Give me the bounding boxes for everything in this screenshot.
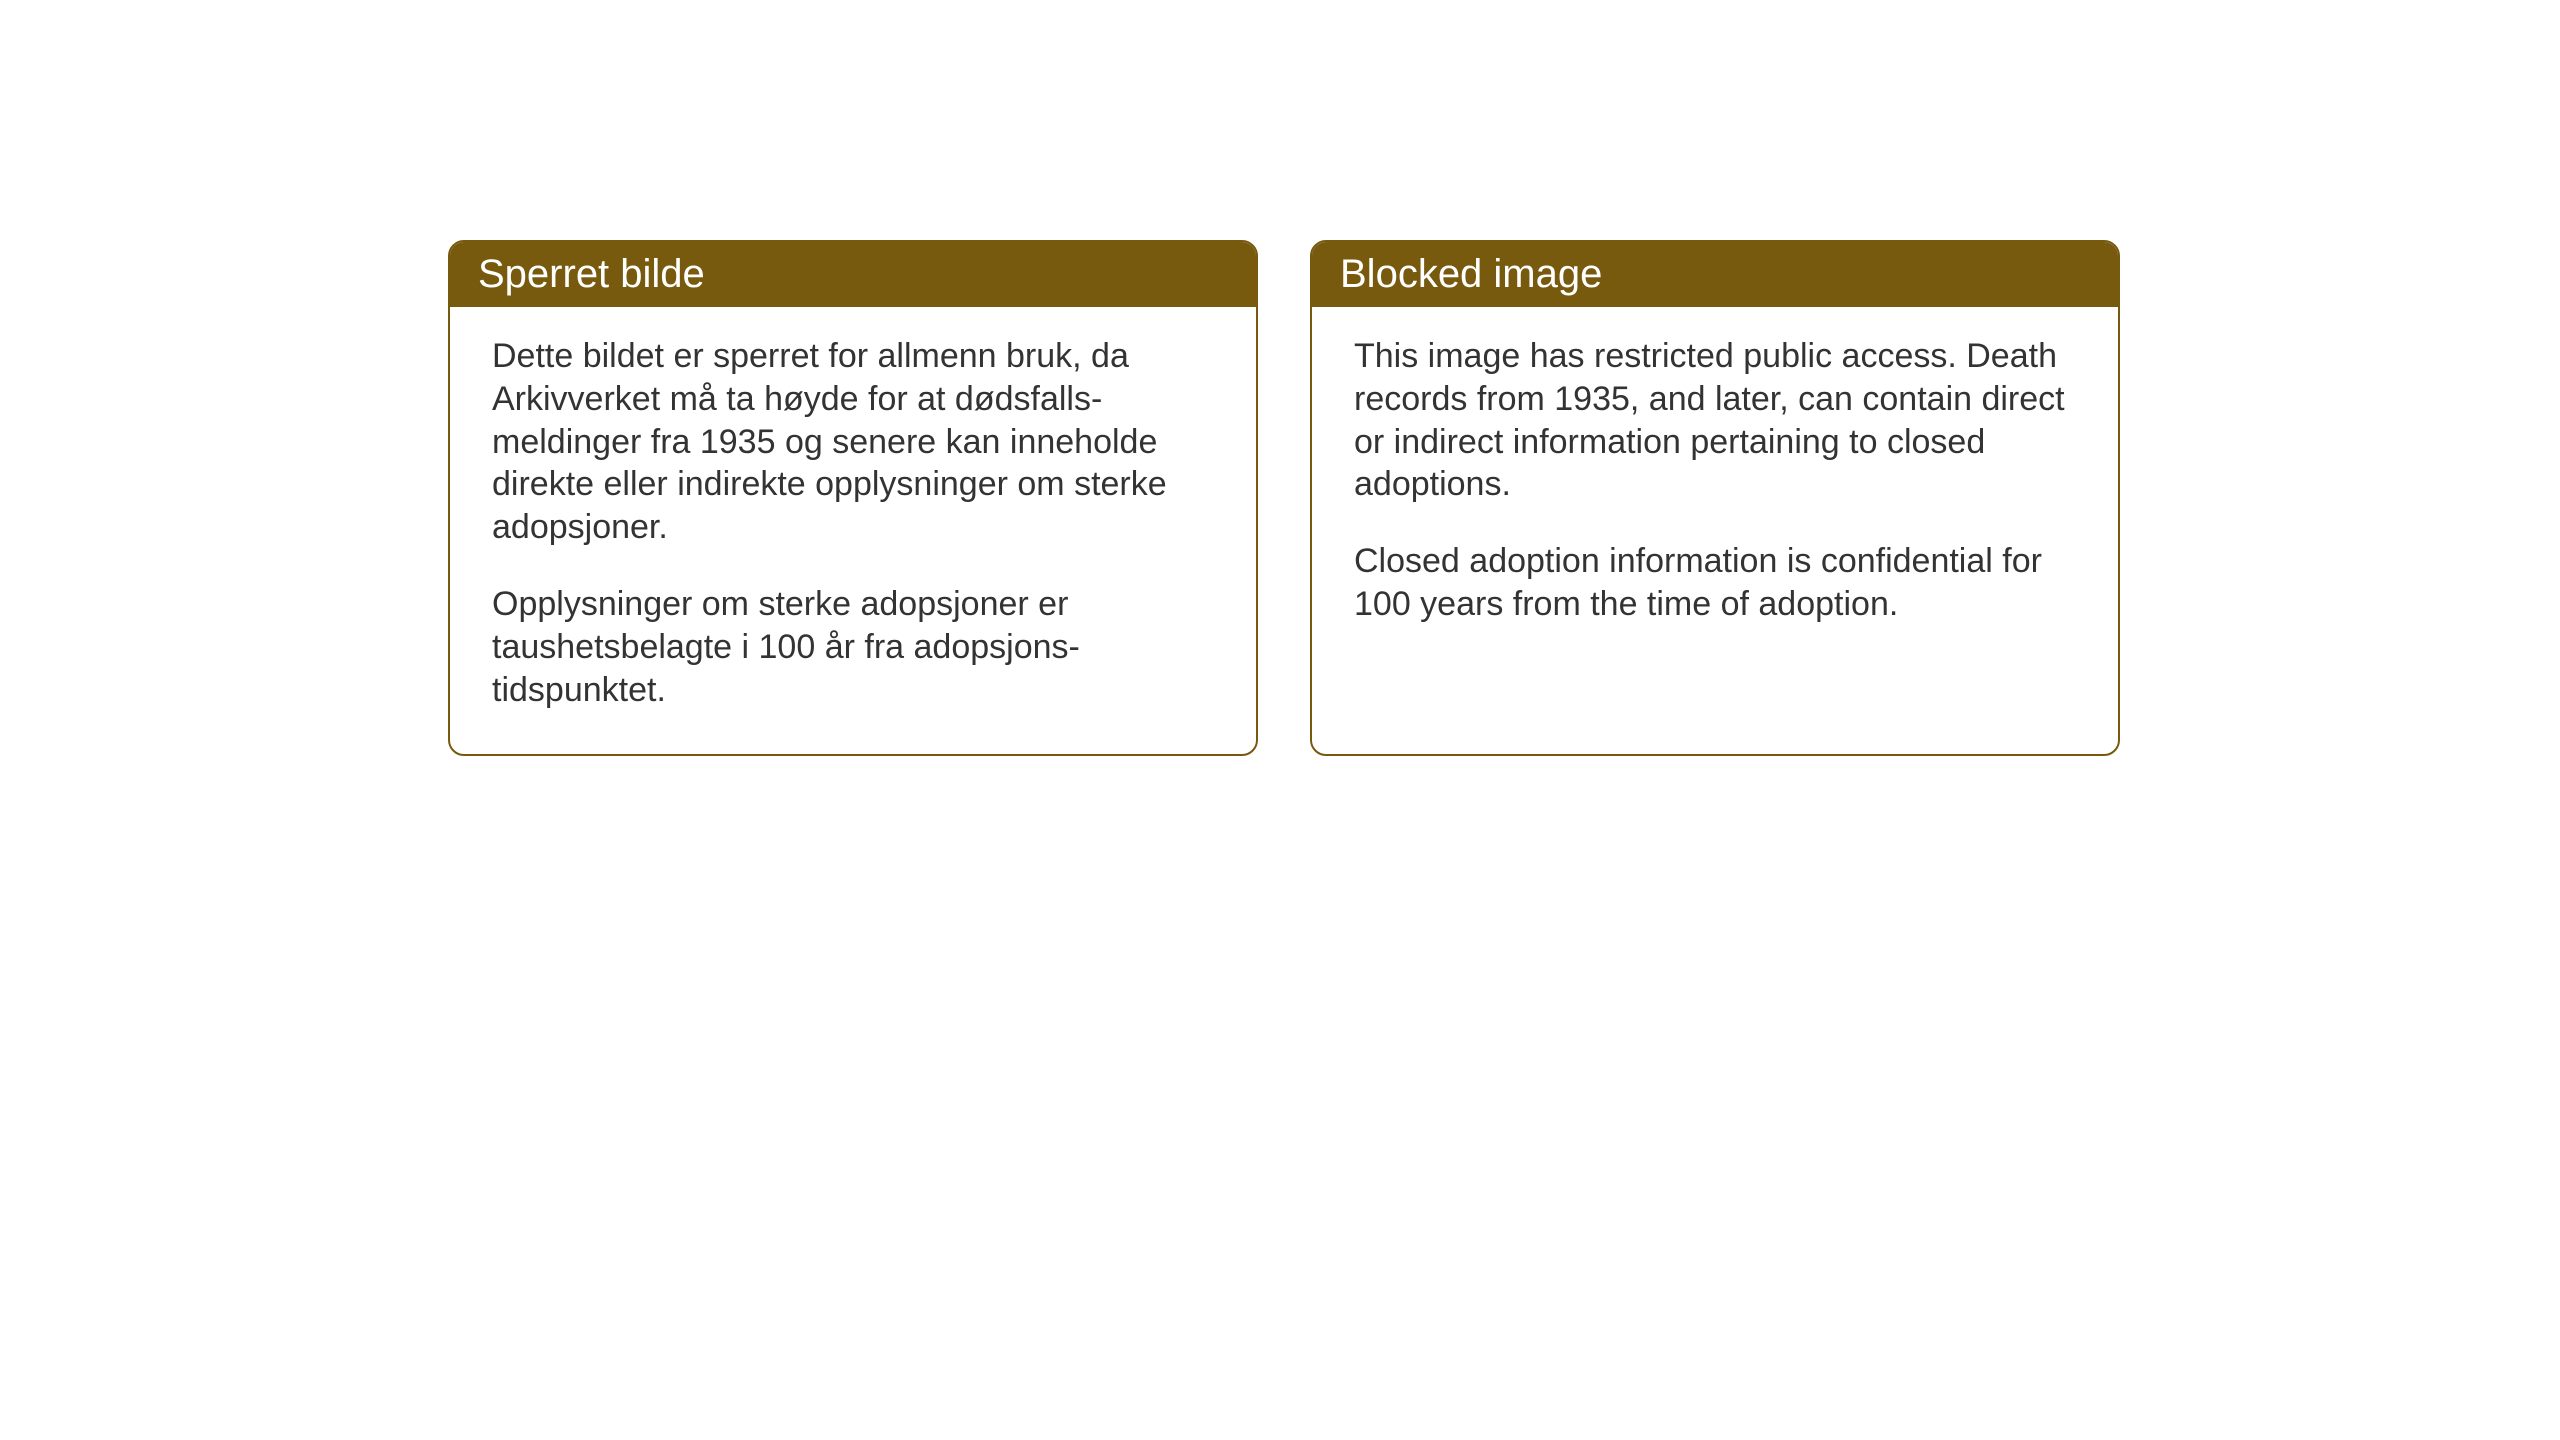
card-norwegian: Sperret bilde Dette bildet er sperret fo… bbox=[448, 240, 1258, 756]
card-english-body: This image has restricted public access.… bbox=[1312, 307, 2118, 668]
cards-container: Sperret bilde Dette bildet er sperret fo… bbox=[448, 240, 2120, 756]
card-norwegian-paragraph1: Dette bildet er sperret for allmenn bruk… bbox=[492, 335, 1214, 549]
card-english: Blocked image This image has restricted … bbox=[1310, 240, 2120, 756]
card-norwegian-body: Dette bildet er sperret for allmenn bruk… bbox=[450, 307, 1256, 754]
card-norwegian-title: Sperret bilde bbox=[478, 252, 705, 296]
card-english-title: Blocked image bbox=[1340, 252, 1602, 296]
card-english-paragraph2: Closed adoption information is confident… bbox=[1354, 540, 2076, 626]
card-english-paragraph1: This image has restricted public access.… bbox=[1354, 335, 2076, 506]
card-english-header: Blocked image bbox=[1312, 242, 2118, 307]
card-norwegian-paragraph2: Opplysninger om sterke adopsjoner er tau… bbox=[492, 583, 1214, 711]
card-norwegian-header: Sperret bilde bbox=[450, 242, 1256, 307]
